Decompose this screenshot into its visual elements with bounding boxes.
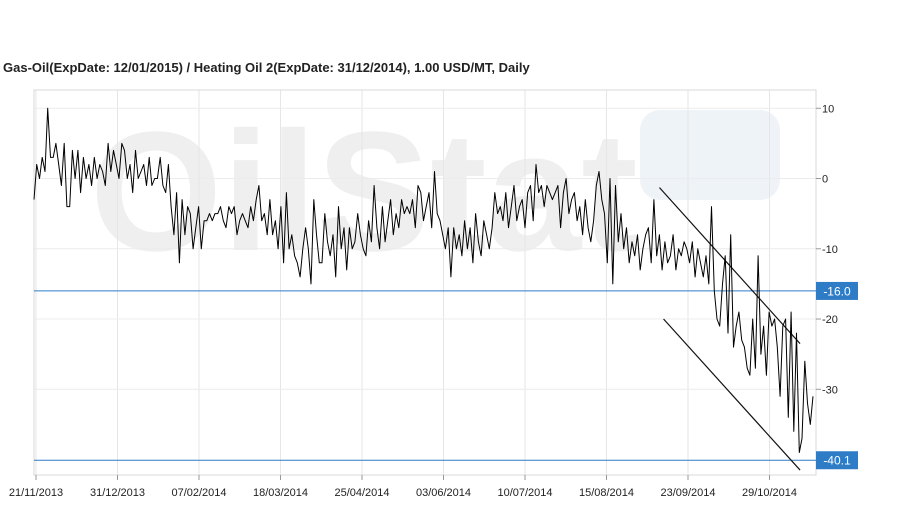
x-tick-label: 07/02/2014 xyxy=(171,487,226,499)
x-tick-label: 18/03/2014 xyxy=(253,487,308,499)
reference-labels: -16.0 -40.1 xyxy=(816,281,858,470)
x-tick-label: 23/09/2014 xyxy=(660,487,715,499)
gridlines xyxy=(34,90,816,475)
reference-label-box xyxy=(816,281,858,300)
reference-lines xyxy=(34,290,816,461)
y-tick-label: -10 xyxy=(822,244,838,256)
x-tick-label: 03/06/2014 xyxy=(416,487,471,499)
x-tick-label: 31/12/2013 xyxy=(90,487,145,499)
y-axis-ticks: 10 0 -10 -20 -30 xyxy=(816,103,838,396)
x-axis-ticks: 21/11/2013 31/12/2013 07/02/2014 18/03/2014… xyxy=(9,475,797,499)
trend-channel xyxy=(659,187,801,471)
y-tick-label: -30 xyxy=(822,384,838,396)
chart-title: Gas-Oil(ExpDate: 12/01/2015) / Heating O… xyxy=(3,60,530,75)
y-tick-label: -20 xyxy=(822,314,838,326)
x-tick-label: 21/11/2013 xyxy=(9,487,63,499)
series-layer xyxy=(33,107,814,453)
reference-label: -40.1 xyxy=(823,454,851,468)
x-tick-label: 15/08/2014 xyxy=(579,487,634,499)
x-tick-label: 10/07/2014 xyxy=(497,487,552,499)
series-line xyxy=(33,107,814,453)
trend-channel-lower xyxy=(663,318,801,471)
reference-label: -16.0 xyxy=(823,284,851,298)
y-tick-label: 0 xyxy=(822,174,828,186)
reference-label-box xyxy=(816,451,858,470)
oilstat-watermark: OilStat xyxy=(90,97,780,287)
x-tick-label: 29/10/2014 xyxy=(742,487,797,499)
x-tick-label: 25/04/2014 xyxy=(334,487,389,499)
y-tick-label: 10 xyxy=(822,103,834,115)
watermark-box xyxy=(640,110,780,200)
